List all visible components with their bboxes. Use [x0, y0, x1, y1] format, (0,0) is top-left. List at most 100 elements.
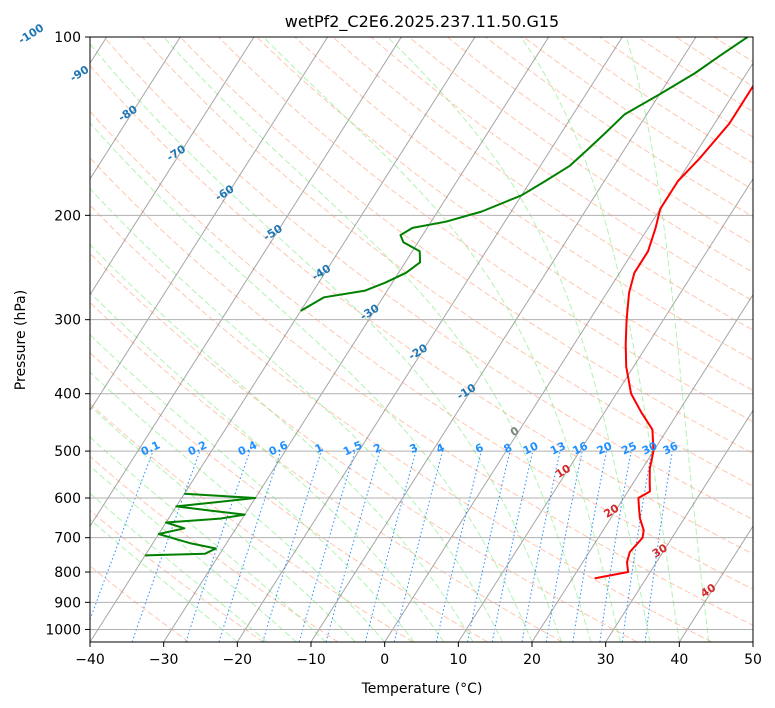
dry-adiabat: [90, 351, 488, 642]
x-tick-label: 0: [380, 652, 389, 668]
mixing-ratio-line: [393, 450, 444, 642]
isotherm-line: [384, 62, 753, 642]
moist-adiabat: [90, 291, 445, 642]
isotherm-line: [457, 178, 753, 642]
isotherm-line: [605, 409, 753, 642]
mixing-ratio-label: 3: [408, 441, 420, 456]
y-axis-label: Pressure (hPa): [13, 290, 29, 390]
dry-adiabat: [218, 37, 753, 423]
moist-adiabat: [90, 188, 503, 642]
moist-adiabat: [90, 371, 386, 642]
isotherm-line: [752, 641, 753, 642]
mixing-ratio-line: [364, 450, 417, 642]
dry-adiabat: [713, 37, 753, 63]
y-tick-label: 100: [54, 30, 81, 46]
profile-series: [145, 37, 753, 580]
isotherm-line: [90, 37, 476, 642]
dry-adiabat: [294, 37, 753, 361]
moist-adiabat: [163, 37, 592, 642]
y-axis: 100 200 300 400 500 600 700 800 900 1000: [45, 30, 90, 638]
x-axis: −40 −30 −20 −10 0 10 20 30 40 50: [75, 642, 762, 668]
mixing-ratio-label: 25: [619, 439, 638, 457]
dewpoint-line: [300, 37, 749, 312]
dry-adiabat: [370, 37, 753, 302]
dry-adiabat: [90, 252, 638, 642]
mixing-ratio-label: 16: [570, 439, 590, 457]
x-tick-label: −40: [75, 652, 105, 668]
moist-adiabat: [90, 43, 562, 642]
isotherm-line: [163, 37, 550, 642]
y-tick-label: 1000: [45, 622, 81, 638]
dry-adiabat: [90, 64, 753, 555]
dry-adiabat: [90, 403, 414, 642]
dry-adiabat: [332, 37, 753, 331]
mixing-ratio-line: [325, 450, 381, 642]
isotherm-label: -90: [68, 63, 92, 85]
x-tick-label: 50: [744, 652, 762, 668]
moist-adiabat: [90, 405, 356, 642]
moist-adiabat: [90, 334, 415, 642]
mixing-ratio-line: [435, 450, 482, 642]
plot-frame: [89, 36, 754, 643]
mixing-ratio-label: 1.5: [341, 439, 364, 459]
dry-adiabat: [90, 509, 264, 642]
mixing-ratio-line: [644, 451, 673, 642]
dry-adiabat: [90, 157, 753, 627]
mixing-ratio-line: [521, 450, 561, 642]
x-axis-label: Temperature (°C): [361, 681, 483, 697]
mixing-ratio-label: 6: [473, 441, 486, 456]
mixing-ratio-label: 13: [548, 439, 567, 457]
mixing-ratio-line: [599, 451, 632, 642]
mixing-ratio-line: [185, 450, 251, 642]
dry-adiabat: [408, 37, 753, 273]
mixing-ratio-label: 4: [434, 441, 447, 456]
moist-adiabat: [90, 465, 297, 642]
isotherm-line: [678, 525, 753, 642]
mixing-ratio-line: [545, 450, 583, 642]
dry-adiabat: [103, 37, 753, 521]
isotherm-line: [310, 37, 697, 642]
y-tick-label: 500: [54, 444, 81, 460]
y-tick-label: 800: [54, 565, 81, 581]
mixing-ratio-label: 0.4: [236, 438, 259, 458]
x-tick-label: 40: [670, 652, 688, 668]
isotherm-label: 0: [508, 424, 522, 439]
dry-adiabat: [90, 204, 712, 642]
moist-adiabat: [90, 436, 327, 642]
mixing-ratio-line: [262, 450, 322, 642]
y-tick-label: 700: [54, 531, 81, 547]
mixing-ratio-line: [621, 451, 653, 642]
mixing-ratio-label: 10: [521, 439, 541, 457]
isotherm-label: 10: [553, 462, 573, 481]
dry-adiabat: [90, 110, 753, 590]
mixing-ratio-line: [131, 450, 201, 642]
mixing-ratio-line: [218, 450, 282, 642]
dry-adiabat: [90, 301, 563, 642]
y-tick-label: 900: [54, 595, 81, 611]
isotherm-line: [90, 37, 255, 296]
y-tick-label: 200: [54, 208, 81, 224]
moist-adiabat: [90, 518, 238, 642]
x-tick-label: −20: [223, 652, 253, 668]
isotherm-line: [531, 293, 753, 642]
y-tick-label: 300: [54, 313, 81, 329]
mixing-ratio-label: 36: [661, 439, 681, 457]
mixing-ratio-label: 20: [595, 439, 615, 457]
isotherm-line: [90, 37, 181, 180]
x-tick-label: 10: [449, 652, 467, 668]
moist-adiabat: [520, 37, 680, 642]
y-tick-label: 600: [54, 491, 81, 507]
x-tick-label: −30: [149, 652, 179, 668]
mixing-ratio-line: [467, 450, 511, 642]
y-tick-label: 400: [54, 387, 81, 403]
dry-adiabat: [90, 455, 339, 642]
mixing-ratio-label: 8: [502, 441, 514, 456]
mixing-ratio-label: 1: [313, 441, 325, 456]
isotherm-line: [90, 37, 402, 528]
x-tick-label: −10: [296, 652, 326, 668]
dry-adiabat: [141, 37, 753, 487]
mixing-ratio-label: 30: [640, 439, 660, 457]
isotherm-line: [90, 37, 329, 412]
